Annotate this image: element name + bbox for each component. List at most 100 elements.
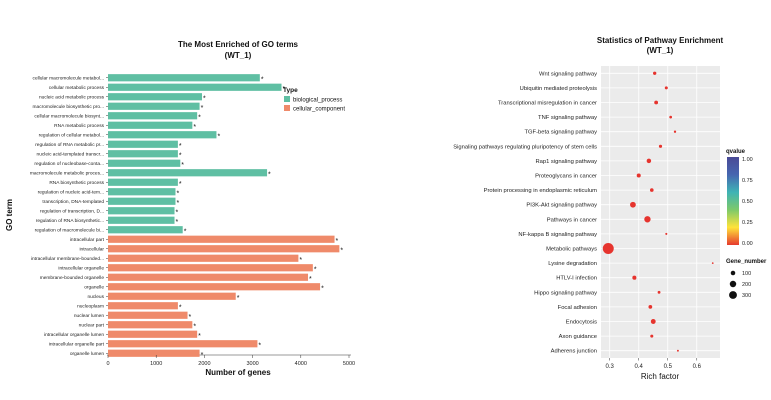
- pathway-point: [648, 305, 653, 309]
- pathway-x-axis-label: Rich factor: [641, 372, 680, 381]
- go-bar: [108, 150, 178, 158]
- go-bar-star: *: [176, 200, 179, 207]
- pathway-point: [665, 232, 668, 235]
- qvalue-tick-label: 0.25: [742, 220, 753, 226]
- go-x-ticks: 0 1000 2000 3000 4000 5000: [106, 355, 355, 367]
- pathway-point: [654, 100, 659, 105]
- go-bar-star: *: [309, 276, 312, 283]
- pathway-point: [669, 115, 673, 119]
- pathway-chart-subtitle: (WT_1): [647, 46, 674, 55]
- go-legend-label-biological: biological_process: [293, 98, 342, 104]
- gene-number-legend-label: 200: [742, 282, 751, 288]
- qvalue-legend-title: qvalue: [726, 149, 746, 155]
- pathway-label: Signaling pathways regulating pluripoten…: [453, 144, 597, 150]
- go-term-label: nucleic acid metabolic process: [39, 95, 105, 101]
- go-bar: [108, 131, 217, 139]
- go-term-label: intracellular organelle lumen: [44, 332, 104, 338]
- gene-number-legend-title: Gene_number: [726, 259, 767, 265]
- gene-number-legend-label: 100: [742, 271, 751, 277]
- go-bar: [108, 302, 178, 310]
- qvalue-tick-label: 0.75: [742, 178, 753, 184]
- qvalue-colorbar: [727, 157, 739, 245]
- go-term-label: nucleoplasm: [77, 304, 104, 310]
- pathway-label: TGF-beta signaling pathway: [525, 130, 598, 136]
- go-bar: [108, 121, 193, 129]
- go-bar-star: *: [198, 333, 201, 340]
- go-term-label: transcription, DNA-templated: [42, 199, 104, 205]
- go-term-label: RNA biosynthetic process: [49, 180, 104, 186]
- go-bar-star: *: [176, 209, 179, 216]
- go-bar-star: *: [179, 143, 182, 150]
- pathway-x-tick-label: 0.6: [693, 364, 702, 370]
- pathway-label: Lysine degradation: [548, 261, 597, 267]
- go-bar-star: *: [176, 190, 179, 197]
- pathway-point: [664, 86, 668, 90]
- pathway-label: Ubiquitin mediated proteolysis: [520, 86, 597, 92]
- go-term-label: nucleus: [87, 294, 104, 300]
- go-legend-swatch-cellular: [284, 105, 290, 111]
- gene-number-legend: Gene_number 100 200 300: [726, 259, 767, 299]
- pathway-point: [650, 188, 654, 192]
- go-term-label: regulation of transcription, D...: [40, 209, 104, 215]
- pathway-label: Pathways in cancer: [547, 217, 597, 223]
- go-bar: [108, 264, 313, 272]
- go-legend-label-cellular: cellular_component: [293, 107, 345, 113]
- go-term-label: intracellular organelle: [58, 266, 104, 272]
- go-term-label: membrane-bounded organelle: [40, 275, 105, 281]
- go-bar: [108, 169, 268, 177]
- go-bar: [108, 112, 198, 120]
- qvalue-tick-label: 0.50: [742, 199, 753, 205]
- go-x-tick-label: 1000: [150, 361, 162, 367]
- go-bar-star: *: [237, 295, 240, 302]
- go-term-label: cellular macromolecule biosynt...: [34, 114, 104, 120]
- pathway-x-ticks: 0.3 0.4 0.5 0.6: [606, 358, 702, 370]
- pathway-point: [646, 158, 652, 164]
- go-term-label: cellular macromolecule metabol...: [33, 76, 104, 82]
- gene-number-legend-items: 100 200 300: [729, 270, 751, 299]
- go-bar: [108, 207, 175, 215]
- go-term-label: intracellular part: [70, 237, 105, 243]
- pathway-label: Wnt signaling pathway: [539, 71, 597, 77]
- go-bar-star: *: [261, 76, 264, 83]
- go-bar: [108, 235, 335, 243]
- go-bar-star: *: [217, 133, 220, 140]
- pathway-label: Rap1 signaling pathway: [535, 159, 597, 165]
- go-chart-title: The Most Enriched of GO terms: [178, 40, 299, 49]
- pathway-point: [630, 201, 636, 208]
- go-bar: [108, 102, 200, 110]
- go-term-label: cellular metabolic process: [49, 85, 105, 91]
- pathway-point: [636, 173, 641, 178]
- go-bar-star: *: [314, 266, 317, 273]
- go-bar: [108, 321, 193, 329]
- qvalue-tick-label: 0.00: [742, 241, 753, 247]
- pathway-point: [673, 130, 677, 133]
- go-bar-star: *: [193, 323, 196, 330]
- pathway-gridlines: [601, 66, 720, 358]
- go-term-label: macromolecule metabolic proces...: [30, 171, 104, 177]
- go-legend-swatch-biological: [284, 96, 290, 102]
- pathway-label: HTLV-I infection: [556, 276, 597, 282]
- go-x-tick-label: 4000: [295, 361, 307, 367]
- go-term-label: RNA metabolic process: [54, 123, 104, 129]
- pathway-point: [676, 349, 679, 352]
- go-bar: [108, 311, 188, 319]
- pathway-label: NF-kappa B signaling pathway: [518, 232, 597, 238]
- go-y-axis-label: GO term: [5, 199, 14, 231]
- go-bar: [108, 245, 340, 253]
- go-bar: [108, 340, 258, 348]
- pathway-y-tick-labels: Wnt signaling pathway Ubiquitin mediated …: [453, 71, 597, 354]
- go-legend: Type biological_process cellular_compone…: [283, 87, 345, 113]
- go-bar: [108, 93, 202, 101]
- go-bar-star: *: [283, 86, 286, 93]
- gene-number-legend-dot: [729, 291, 737, 299]
- go-term-label: nuclear part: [79, 323, 105, 329]
- go-bar: [108, 254, 299, 262]
- go-legend-title: Type: [283, 87, 298, 94]
- pathway-label: Focal adhesion: [558, 305, 597, 311]
- go-term-label: regulation of macromolecule bi...: [35, 228, 104, 234]
- go-bar-star: *: [189, 314, 192, 321]
- go-bar: [108, 197, 176, 205]
- pathway-label: Hippo signaling pathway: [534, 290, 597, 296]
- go-bar-star: *: [179, 181, 182, 188]
